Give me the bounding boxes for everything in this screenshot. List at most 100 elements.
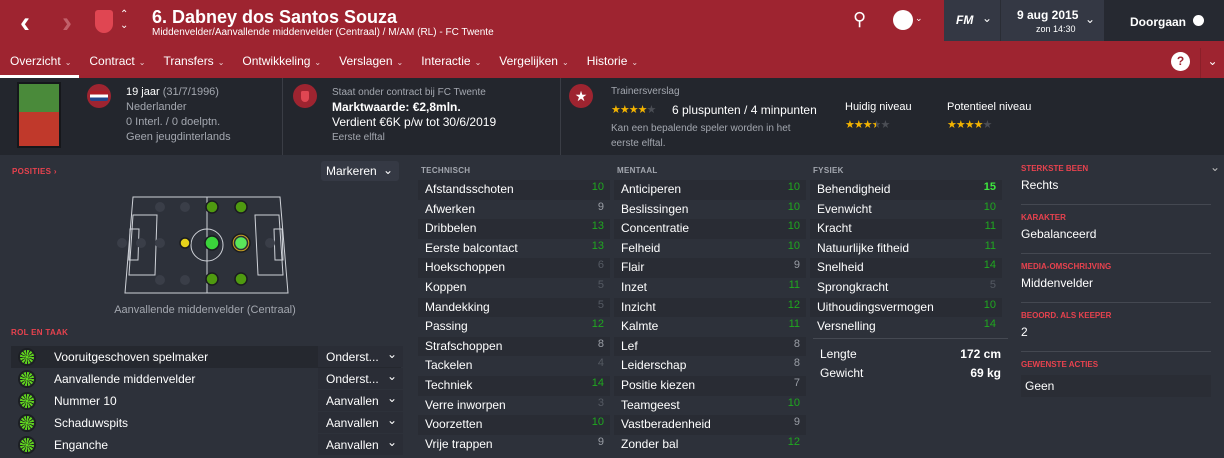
chevron-down-icon[interactable]: ⌄ xyxy=(915,13,923,23)
tab-vergelijken[interactable]: Vergelijken ⌄ xyxy=(499,54,569,68)
duty-select[interactable]: Onderst... ⌄ xyxy=(318,346,403,367)
roles-heading: ROL EN TAAK xyxy=(11,328,69,337)
attribute-name: Eerste balcontact xyxy=(425,240,518,255)
current-ability-label: Huidig niveau xyxy=(845,101,912,113)
role-row[interactable]: Vooruitgeschoven spelmaker Onderst... ⌄ xyxy=(11,346,403,368)
attribute-row: Voorzetten 10 xyxy=(418,415,610,435)
globe-icon[interactable] xyxy=(893,10,913,30)
attribute-row: Strafschoppen 8 xyxy=(418,336,610,357)
player-detail: STERKSTE BEEN Rechts xyxy=(1021,164,1211,205)
role-row[interactable]: Nummer 10 Aanvallen ⌄ xyxy=(11,390,403,412)
attribute-value: 7 xyxy=(793,377,800,389)
attribute-name: Felheid xyxy=(621,240,661,255)
attribute-value: 10 xyxy=(983,298,996,311)
club-crest-icon xyxy=(293,84,317,108)
detail-value: Middenvelder xyxy=(1021,276,1094,290)
attribute-value: 8 xyxy=(793,337,800,350)
attribute-value: 8 xyxy=(597,337,604,350)
attribute-name: Afwerken xyxy=(425,201,476,216)
tab-verslagen[interactable]: Verslagen ⌄ xyxy=(339,54,404,68)
attribute-row: Snelheid 14 xyxy=(810,258,1002,278)
fm-menu-button[interactable]: FM ⌄ xyxy=(944,0,1004,41)
attribute-row: Zonder bal 12 xyxy=(614,435,806,455)
duty-select[interactable]: Onderst... ⌄ xyxy=(318,368,403,389)
duty-select[interactable]: Aanvallen ⌄ xyxy=(318,434,403,455)
search-icon[interactable]: ⚲ xyxy=(853,9,867,29)
tab-transfers[interactable]: Transfers ⌄ xyxy=(163,54,225,68)
duty-value: Aanvallen xyxy=(326,394,379,408)
divider xyxy=(1021,302,1211,303)
duty-select[interactable]: Aanvallen ⌄ xyxy=(318,390,403,411)
attribute-value: 11 xyxy=(984,220,996,233)
attribute-name: Inzicht xyxy=(621,299,656,314)
attribute-name: Mandekking xyxy=(425,299,490,314)
attribute-value: 5 xyxy=(597,298,604,311)
tab-historie[interactable]: Historie ⌄ xyxy=(586,54,639,68)
duty-value: Onderst... xyxy=(326,372,379,386)
continue-button[interactable]: Doorgaan xyxy=(1104,0,1224,41)
mental-heading: MENTAAL xyxy=(617,166,658,175)
chevron-down-icon: ⌄ xyxy=(386,435,397,449)
role-row[interactable]: Aanvallende middenvelder Onderst... ⌄ xyxy=(11,368,403,390)
role-suitability-icon xyxy=(18,348,36,366)
role-name: Aanvallende middenvelder xyxy=(54,372,196,386)
tab-interactie[interactable]: Interactie ⌄ xyxy=(421,54,482,68)
report-points: 6 pluspunten / 4 minpunten xyxy=(672,103,817,117)
role-name: Nummer 10 xyxy=(54,394,117,408)
player-detail: MEDIA-OMSCHRIJVING Middenvelder xyxy=(1021,262,1211,303)
duty-value: Onderst... xyxy=(326,350,379,364)
attribute-row: Kalmte 11 xyxy=(614,317,806,337)
attribute-row: Hoekschoppen 6 xyxy=(418,258,610,278)
attribute-name: Voorzetten xyxy=(425,417,483,432)
date-button[interactable]: 9 aug 2015 zon 14:30 ⌄ xyxy=(1000,0,1104,41)
potential-ability-label: Potentieel niveau xyxy=(947,101,1032,113)
role-suitability-icon xyxy=(18,392,36,410)
star-icon: ★ xyxy=(569,84,593,108)
attribute-row: Behendigheid 15 xyxy=(810,180,1002,200)
tab-ontwikkeling[interactable]: Ontwikkeling ⌄ xyxy=(242,54,322,68)
caps: 0 Interl. / 0 doelptn. xyxy=(126,116,221,128)
youth-caps: Geen jeugdinterlands xyxy=(126,131,231,143)
role-row[interactable]: Schaduwspits Aanvallen ⌄ xyxy=(11,412,403,434)
duty-select[interactable]: Aanvallen ⌄ xyxy=(318,412,403,433)
forward-arrow-icon[interactable]: › xyxy=(62,6,72,39)
attribute-value: 9 xyxy=(793,416,800,429)
help-icon[interactable]: ? xyxy=(1171,52,1190,71)
physical-heading: FYSIEK xyxy=(813,166,844,175)
chevron-down-icon: ⌄ xyxy=(982,11,993,25)
attribute-value: 11 xyxy=(788,279,800,291)
attribute-row: Techniek 14 xyxy=(418,376,610,396)
player-switch-icon[interactable]: ⌃ ⌄ xyxy=(120,9,129,31)
attribute-value: 10 xyxy=(983,200,996,213)
attribute-row: Felheid 10 xyxy=(614,239,806,259)
club-crest-icon xyxy=(95,10,113,33)
role-row[interactable]: Enganche Aanvallen ⌄ xyxy=(11,434,403,456)
attribute-value: 10 xyxy=(591,181,604,193)
attribute-value: 10 xyxy=(787,396,800,409)
attribute-name: Behendigheid xyxy=(817,182,891,196)
divider xyxy=(1021,351,1211,352)
role-suitability-icon xyxy=(18,436,36,454)
tab-contract[interactable]: Contract ⌄ xyxy=(89,54,146,68)
attribute-row: Evenwicht 10 xyxy=(810,200,1002,220)
duty-value: Aanvallen xyxy=(326,438,379,452)
position-dot-ml xyxy=(205,200,219,214)
attribute-name: Tackelen xyxy=(425,358,473,373)
selected-position-name: Aanvallende middenvelder (Centraal) xyxy=(114,304,296,316)
attribute-row: Eerste balcontact 13 xyxy=(418,239,610,259)
collapse-chevron-icon[interactable]: ⌄ xyxy=(1210,160,1221,174)
tab-overzicht[interactable]: Overzicht ⌄ xyxy=(0,48,80,78)
player-photo xyxy=(17,82,61,148)
positions-link[interactable]: POSITIES › xyxy=(12,167,57,176)
chevron-down-icon[interactable]: ⌄ xyxy=(1200,48,1224,78)
attribute-name: Leiderschap xyxy=(621,358,687,373)
divider xyxy=(1021,253,1211,254)
back-arrow-icon[interactable]: ‹ xyxy=(20,6,30,39)
detail-value[interactable]: Geen xyxy=(1021,375,1211,397)
attribute-row: Leiderschap 8 xyxy=(614,356,806,376)
position-dot-dmc xyxy=(179,237,191,249)
attribute-value: 14 xyxy=(983,259,996,272)
highlight-select[interactable]: Markeren ⌄ xyxy=(321,161,399,181)
market-value: Marktwaarde: €2,8mln. xyxy=(332,100,461,114)
attribute-row: Flair 9 xyxy=(614,258,806,278)
